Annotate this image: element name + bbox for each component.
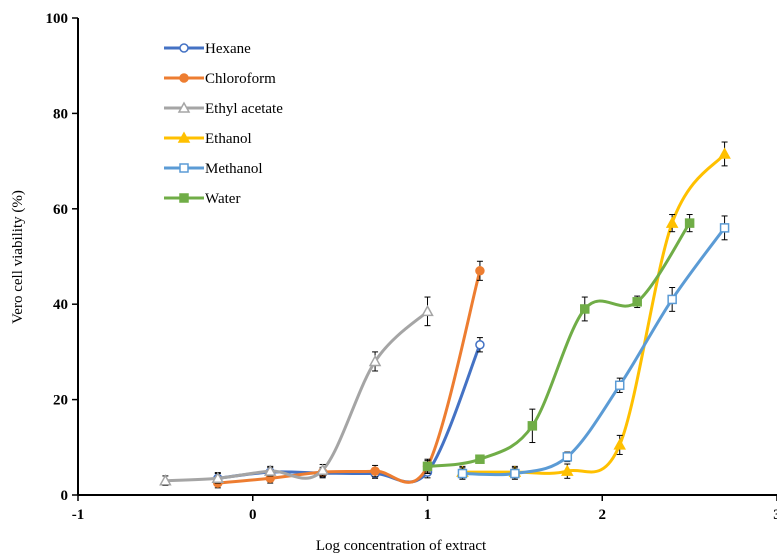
methanol-point [562, 452, 573, 462]
methanol-point [614, 380, 625, 391]
ethanol-point [718, 147, 731, 159]
water-point [527, 421, 538, 431]
series-water [422, 214, 695, 473]
ethyl-acetate-point [368, 354, 382, 367]
x-axis-title: Log concentration of extract [316, 538, 487, 554]
legend-marker-hexane [179, 43, 189, 53]
legend-item-chloroform: Chloroform [164, 71, 276, 87]
ethanol-point [665, 216, 679, 228]
water-point [422, 461, 433, 472]
x-tick-label: 1 [424, 507, 432, 523]
methanol-point [457, 468, 468, 479]
y-tick-label: 0 [61, 488, 69, 504]
x-tick-label: 3 [773, 507, 777, 523]
methanol-line [462, 227, 726, 477]
legend-item-ethyl-acetate: Ethyl acetate [164, 101, 283, 117]
ethyl-acetate-point [263, 464, 277, 476]
y-tick-label: 60 [53, 202, 68, 218]
hexane-point [475, 339, 485, 350]
chloroform-point [370, 466, 380, 476]
legend: Hexane Chloroform Ethyl acetate Ethanol Meth… [164, 41, 283, 207]
legend-label-chloroform: Chloroform [205, 71, 276, 87]
x-tick-label: 2 [599, 507, 607, 523]
legend-item-hexane: Hexane [164, 41, 251, 57]
series-ethyl-acetate [159, 296, 434, 486]
chloroform-point [475, 266, 485, 276]
hexane-line [217, 344, 482, 484]
legend-marker-ethanol [177, 131, 191, 143]
series-chloroform [213, 260, 485, 489]
ethanol-point [613, 438, 626, 450]
x-tick-label: -1 [72, 507, 85, 523]
x-tick-label: 0 [249, 507, 257, 523]
water-point [475, 454, 485, 464]
legend-label-ethyl-acetate: Ethyl acetate [205, 101, 283, 117]
methanol-point [510, 468, 520, 479]
ethyl-acetate-point [316, 463, 329, 475]
legend-marker-chloroform [179, 73, 189, 83]
legend-item-water: Water [164, 191, 240, 207]
legend-item-ethanol: Ethanol [164, 131, 252, 147]
series-curves [159, 141, 731, 489]
legend-label-ethanol: Ethanol [205, 131, 252, 147]
legend-label-water: Water [205, 191, 240, 207]
ethyl-acetate-point [159, 474, 172, 486]
series-hexane [213, 337, 485, 485]
y-tick-label: 20 [53, 393, 68, 409]
ethyl-acetate-point [421, 304, 434, 317]
water-point [632, 297, 642, 307]
y-tick-label: 80 [53, 106, 68, 122]
legend-label-hexane: Hexane [205, 41, 251, 57]
y-tick-label: 40 [53, 297, 68, 313]
methanol-point [667, 294, 677, 305]
series-methanol [457, 215, 730, 480]
ethanol-point [561, 464, 574, 476]
water-point [580, 304, 590, 314]
legend-marker-ethyl-acetate [177, 101, 191, 113]
legend-marker-water [179, 193, 189, 203]
legend-marker-methanol [179, 163, 189, 173]
ethyl-acetate-point [211, 471, 225, 484]
legend-label-methanol: Methanol [205, 161, 263, 177]
y-axis-title: Vero cell viability (%) [10, 190, 26, 324]
water-line [427, 222, 691, 468]
legend-item-methanol: Methanol [164, 161, 263, 177]
ethyl-acetate-line [165, 310, 429, 483]
y-tick-label: 100 [46, 11, 69, 27]
water-point [684, 218, 695, 228]
methanol-point [719, 223, 730, 233]
